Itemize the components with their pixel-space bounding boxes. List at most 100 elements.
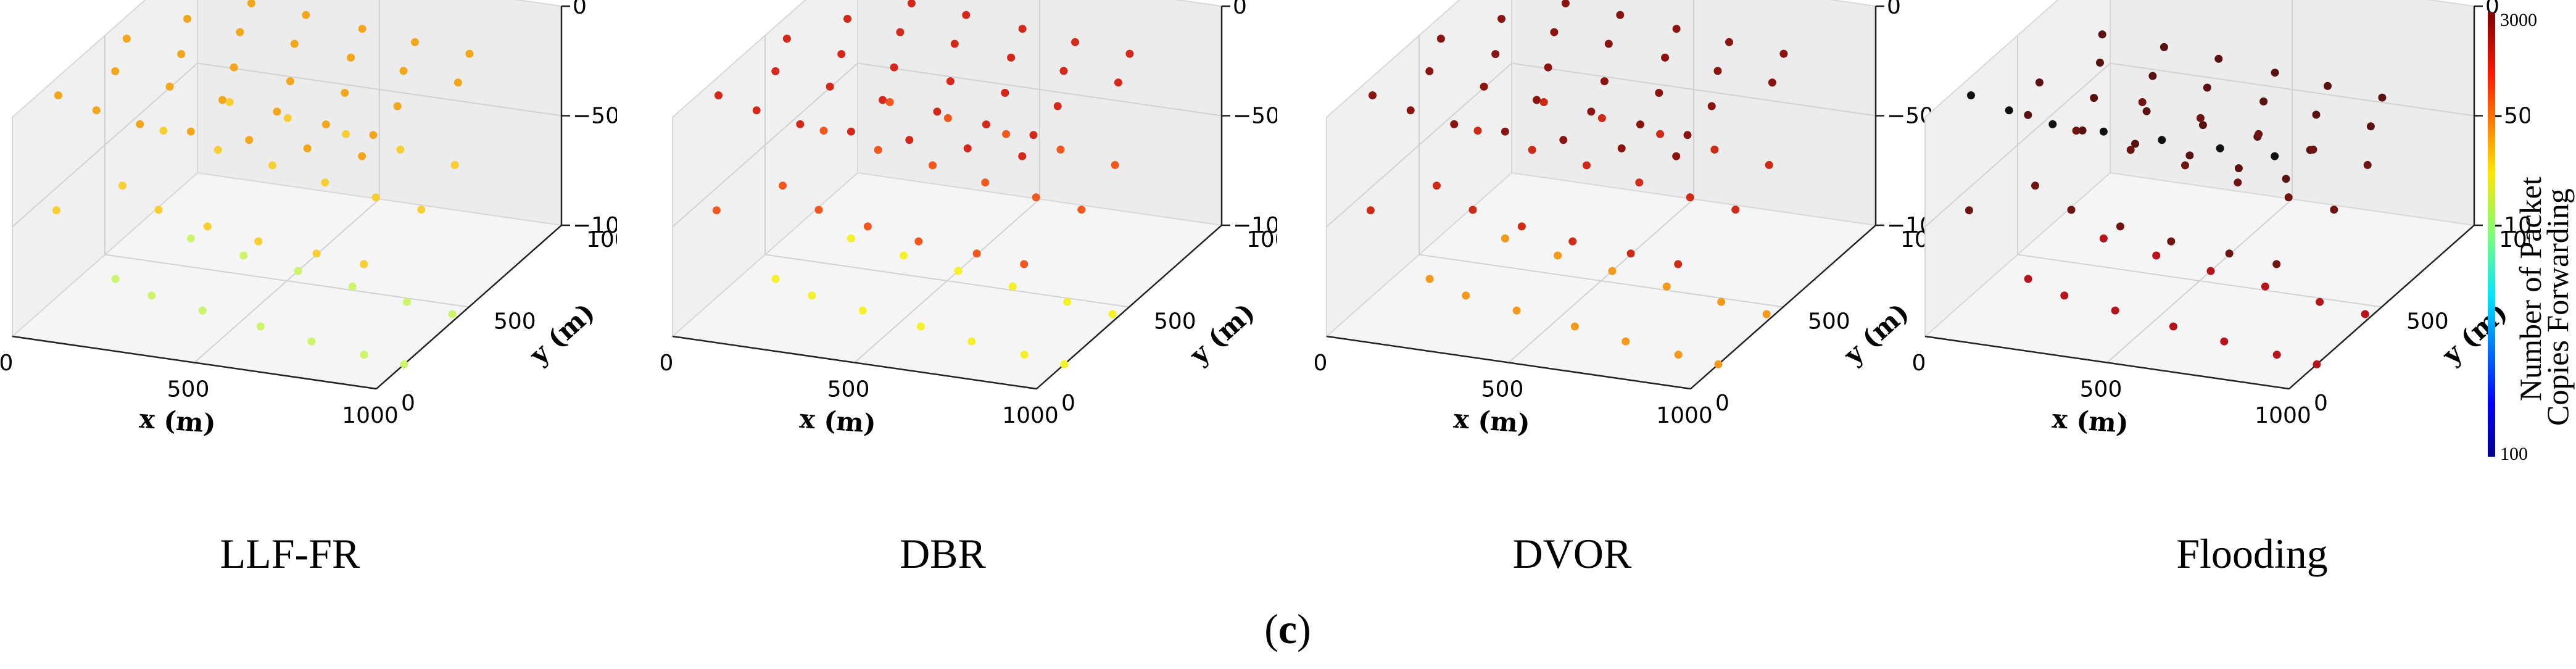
data-point: [843, 15, 851, 23]
x-axis-label: x (m): [798, 404, 877, 439]
data-point: [982, 120, 990, 129]
data-point: [2225, 249, 2234, 258]
data-point: [1731, 206, 1740, 214]
data-point: [837, 50, 846, 59]
data-point: [896, 28, 905, 36]
data-point: [1636, 120, 1644, 129]
data-point: [2167, 237, 2176, 246]
data-point: [1060, 360, 1069, 368]
data-point: [453, 78, 462, 87]
data-point: [198, 306, 207, 315]
data-point: [782, 35, 791, 43]
data-point: [1059, 67, 1068, 75]
colorbar-title-line1: Number of Packet: [2513, 177, 2548, 401]
data-point: [1626, 249, 1635, 258]
data-point: [183, 15, 191, 23]
data-point: [1001, 89, 1009, 97]
data-point: [2031, 181, 2039, 190]
data-point: [159, 127, 168, 135]
data-point: [54, 91, 62, 99]
data-point: [879, 96, 887, 104]
x-axis-label: x (m): [2051, 404, 2129, 439]
data-point: [2090, 94, 2098, 102]
data-point: [154, 206, 163, 214]
data-point: [826, 82, 834, 91]
data-point: [1462, 291, 1470, 300]
data-point: [1369, 91, 1377, 99]
data-point: [943, 114, 952, 122]
data-point: [396, 145, 405, 154]
x-tick-label: 500: [167, 377, 210, 402]
data-point: [1597, 114, 1606, 122]
data-point: [1717, 297, 1726, 306]
data-point: [218, 96, 226, 104]
data-point: [1768, 78, 1776, 87]
data-point: [2284, 193, 2293, 202]
data-point: [1714, 360, 1723, 368]
data-point: [771, 275, 780, 283]
data-point: [312, 249, 321, 258]
data-point: [1029, 131, 1038, 139]
data-point: [358, 25, 367, 33]
data-point: [1707, 102, 1716, 110]
data-point: [1559, 136, 1568, 144]
data-point: [2261, 282, 2269, 291]
data-point: [1512, 306, 1521, 315]
data-point: [2324, 81, 2332, 90]
z-tick-label: −500: [1887, 104, 1931, 129]
y-tick-label: 0: [401, 391, 415, 416]
y-tick-label: 500: [1154, 309, 1196, 334]
caption-dvor: DVOR: [1512, 530, 1632, 577]
data-point: [1967, 91, 1975, 99]
data-point: [1725, 38, 1733, 46]
data-point: [111, 67, 120, 75]
data-point: [2142, 107, 2151, 115]
grid-z: [12, 62, 562, 228]
data-point: [2203, 83, 2211, 92]
z-tick-label: 0: [1887, 0, 1901, 19]
data-point: [1501, 127, 1509, 136]
data-point: [1406, 106, 1415, 115]
plot-dbr: 05001000050010000−500−1000x (m)y (m)z (m…: [660, 0, 1277, 439]
data-point: [981, 178, 990, 187]
data-point: [348, 282, 357, 291]
data-point: [177, 50, 186, 59]
data-point: [2271, 152, 2279, 160]
data-point: [2271, 69, 2279, 77]
data-point: [1570, 322, 1579, 331]
grid-y: [764, 35, 1130, 308]
y-tick-label: 0: [1715, 391, 1729, 416]
data-point: [1450, 120, 1459, 128]
data-point: [962, 10, 971, 19]
data-point: [914, 237, 923, 246]
z-tick-label: 0: [573, 0, 587, 19]
data-point: [2158, 136, 2166, 144]
colorbar-gradient: [2488, 12, 2495, 457]
data-point: [400, 360, 408, 368]
data-point: [1108, 310, 1117, 318]
y-axis-line: [2288, 225, 2475, 389]
data-point: [52, 206, 60, 215]
data-point: [1528, 146, 1536, 154]
data-point: [900, 251, 908, 260]
x-tick-label: 0: [0, 351, 13, 376]
y-axis-line: [376, 225, 562, 389]
data-point: [1071, 38, 1079, 46]
data-point: [752, 106, 761, 115]
data-point: [1473, 127, 1482, 135]
z-tick-label: −1000: [1233, 213, 1277, 238]
data-point: [403, 297, 412, 306]
y-axis-line: [1690, 225, 1876, 389]
colorbar: 3000 100 Number of Packet Copies Forward…: [2488, 10, 2575, 464]
data-point: [2234, 178, 2242, 187]
data-point: [2282, 175, 2290, 183]
data-point: [1765, 160, 1773, 169]
data-point: [863, 222, 872, 231]
x-axis-line: [12, 335, 377, 390]
data-point: [273, 107, 281, 116]
data-point: [1587, 107, 1596, 116]
data-point: [1032, 193, 1040, 202]
data-point: [2078, 126, 2087, 135]
data-point: [2309, 145, 2317, 154]
data-point: [321, 178, 329, 187]
